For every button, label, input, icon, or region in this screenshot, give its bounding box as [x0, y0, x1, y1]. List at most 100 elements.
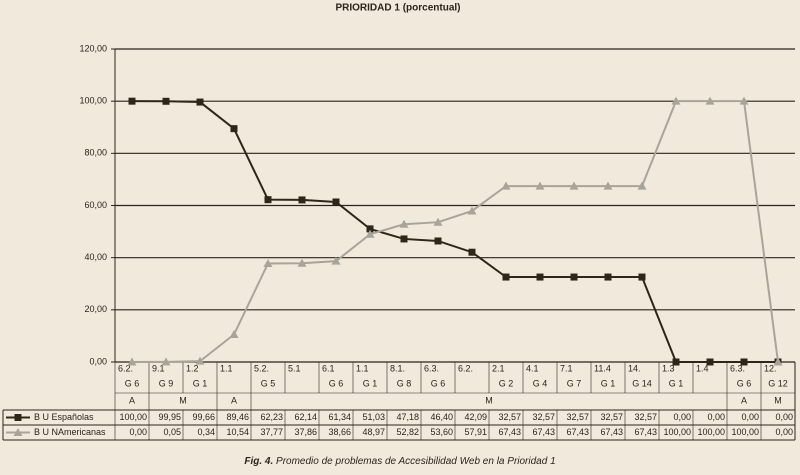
category-group: G 6 [329, 378, 344, 388]
value-label: 61,34 [328, 412, 351, 422]
marker [638, 273, 646, 281]
value-label: 48,97 [362, 427, 385, 437]
legend-label: B U Españolas [34, 412, 94, 422]
marker [434, 237, 442, 245]
marker [467, 206, 477, 215]
category-group: G 12 [768, 378, 788, 388]
x-tick-label: 5.1 [288, 363, 301, 373]
value-label: 99,66 [192, 412, 215, 422]
y-tick-label: 0,00 [89, 356, 107, 366]
y-tick-label: 60,00 [84, 200, 107, 210]
marker [570, 273, 578, 281]
value-label: 53,60 [430, 427, 453, 437]
category-group: G 7 [567, 378, 582, 388]
value-label: 0,34 [197, 427, 215, 437]
marker [195, 356, 205, 365]
category-level: A [129, 395, 135, 405]
marker [162, 97, 170, 105]
value-label: 32,57 [634, 412, 657, 422]
value-label: 67,43 [566, 427, 589, 437]
marker [433, 217, 443, 226]
category-group: G 1 [601, 378, 616, 388]
y-tick-label: 40,00 [84, 252, 107, 262]
value-label: 47,18 [396, 412, 419, 422]
x-tick-label: 14. [628, 363, 641, 373]
category-group: G 1 [363, 378, 378, 388]
marker [739, 96, 749, 105]
value-label: 100,00 [697, 427, 725, 437]
marker [705, 96, 715, 105]
category-group: G 9 [159, 378, 174, 388]
marker [298, 196, 306, 204]
category-group: G 14 [632, 378, 652, 388]
category-level: M [485, 395, 493, 405]
marker [230, 125, 238, 133]
x-tick-label: 4.1 [526, 363, 539, 373]
marker [773, 357, 783, 366]
category-group: G 6 [431, 378, 446, 388]
category-group: G 6 [125, 378, 140, 388]
value-label: 67,43 [600, 427, 623, 437]
y-tick-label: 20,00 [84, 304, 107, 314]
x-tick-label: 6.3. [730, 363, 745, 373]
category-level: A [231, 395, 237, 405]
x-tick-label: 2.1 [492, 363, 505, 373]
value-label: 67,43 [634, 427, 657, 437]
marker [603, 181, 613, 190]
x-tick-label: 5.2. [254, 363, 269, 373]
x-tick-label: 8.1. [390, 363, 405, 373]
category-group: G 1 [669, 378, 684, 388]
value-label: 10,54 [226, 427, 249, 437]
series-line [131, 100, 778, 363]
value-label: 37,77 [260, 427, 283, 437]
value-label: 67,43 [532, 427, 555, 437]
category-group: G 5 [261, 378, 276, 388]
value-label: 0,00 [673, 412, 691, 422]
value-label: 51,03 [362, 412, 385, 422]
x-tick-label: 11.4 [594, 363, 611, 373]
value-label: 46,40 [430, 412, 453, 422]
value-label: 62,23 [260, 412, 283, 422]
marker [671, 96, 681, 105]
marker [706, 358, 714, 366]
marker [399, 219, 409, 228]
y-tick-label: 100,00 [79, 96, 107, 106]
category-group: G 1 [193, 378, 208, 388]
marker [468, 248, 476, 256]
x-tick-label: 6.2. [458, 363, 473, 373]
y-tick-label: 80,00 [84, 148, 107, 158]
value-label: 0,05 [163, 427, 181, 437]
legend-marker [14, 414, 22, 421]
value-label: 100,00 [119, 412, 147, 422]
category-group: G 8 [397, 378, 412, 388]
marker [501, 181, 511, 190]
value-label: 42,09 [464, 412, 487, 422]
marker [128, 97, 136, 105]
y-tick-label: 120,00 [79, 43, 107, 53]
marker [263, 258, 273, 267]
caption-text: Promedio de problemas de Accesibilidad W… [276, 456, 556, 467]
value-label: 62,14 [294, 412, 317, 422]
x-tick-label: 1.1 [220, 363, 233, 373]
marker [740, 358, 748, 366]
x-tick-label: 6.2. [118, 363, 133, 373]
x-tick-label: 6.3. [424, 363, 439, 373]
category-group: G 4 [533, 378, 548, 388]
marker [331, 256, 341, 265]
marker [535, 181, 545, 190]
value-label: 32,57 [498, 412, 521, 422]
marker [672, 358, 680, 366]
value-label: 38,66 [328, 427, 351, 437]
marker [229, 330, 239, 339]
x-tick-label: 9.1 [152, 363, 165, 373]
x-tick-label: 12. [764, 363, 777, 373]
category-level: A [741, 395, 747, 405]
value-label: 57,91 [464, 427, 487, 437]
x-tick-label: 7.1 [560, 363, 573, 373]
category-level: M [774, 395, 782, 405]
x-tick-label: 1.3 [662, 363, 675, 373]
marker [196, 98, 204, 106]
value-label: 0,00 [707, 412, 725, 422]
x-tick-label: 1.2 [186, 363, 199, 373]
